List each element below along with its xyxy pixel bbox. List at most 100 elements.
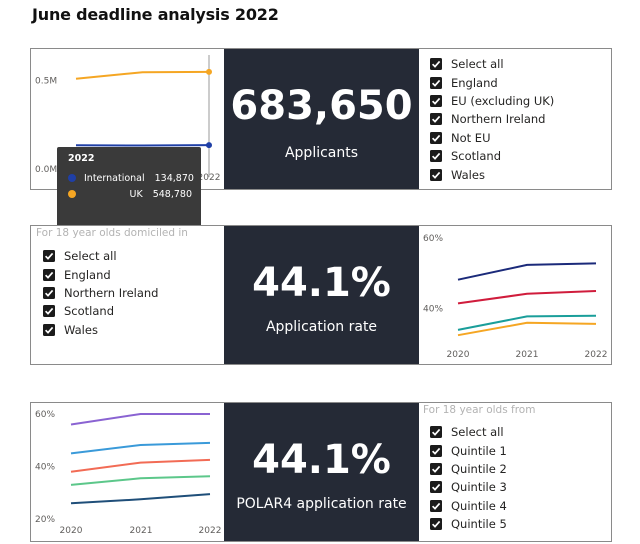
domicile-18-option[interactable]: Northern Ireland [43,284,158,302]
domicile-option[interactable]: EU (excluding UK) [430,92,554,110]
checkbox-checked-icon[interactable] [430,168,442,181]
domicile-hint: For 18 year olds domiciled in [36,227,188,239]
polar4-kpi-value: 44.1% [252,437,391,483]
y-tick-label: 60% [423,234,443,244]
checkbox-checked-icon[interactable] [430,426,442,439]
domicile-option-label: Select all [451,57,504,72]
quintile-option[interactable]: Quintile 4 [430,497,507,515]
chart-tooltip: 2022 International 134,870 UK 548,780 [57,147,201,227]
domicile-option-label: Scotland [451,149,501,164]
domicile-option[interactable]: Scotland [430,147,554,165]
checkbox-checked-icon[interactable] [43,286,55,299]
quintile-hint: For 18 year olds from [423,404,536,416]
x-tick-label: 2021 [130,526,153,536]
domicile-18-filter-list: Select all England Northern Ireland Scotlan… [43,247,158,339]
checkbox-checked-icon[interactable] [43,305,55,318]
checkbox-checked-icon[interactable] [43,250,55,263]
domicile-18-option[interactable]: England [43,265,158,283]
tooltip-series-name: International [84,172,145,184]
applicants-kpi-label: Applicants [284,145,359,161]
page-title: June deadline analysis 2022 [32,5,279,24]
y-tick-label: 0.0M [35,165,57,175]
x-tick-label: 2022 [585,350,608,360]
tooltip-series-value: 134,870 [154,172,194,184]
domicile-18-option-label: Wales [64,322,98,337]
domicile-option[interactable]: Not EU [430,129,554,147]
domicile-18-option[interactable]: Wales [43,321,158,339]
tooltip-series-name: UK [129,188,143,200]
domicile-option[interactable]: Wales [430,165,554,183]
quintile-option-label: Quintile 3 [451,480,507,495]
series-line [75,70,210,80]
checkbox-checked-icon[interactable] [430,76,442,89]
checkbox-checked-icon[interactable] [430,444,442,457]
domicile-option[interactable]: Northern Ireland [430,110,554,128]
domicile-option[interactable]: England [430,73,554,91]
polar4-chart[interactable]: 60% 40% 20% 2020 2021 2022 [31,403,224,541]
quintile-option-label: Quintile 4 [451,498,507,513]
y-tick-label: 40% [423,305,443,315]
quintile-option-label: Quintile 2 [451,461,507,476]
y-tick-label: 40% [35,463,55,473]
x-tick-label: 2022 [198,173,221,183]
domicile-option[interactable]: Select all [430,55,554,73]
checkbox-checked-icon[interactable] [43,268,55,281]
data-point [206,142,212,149]
tooltip-title: 2022 [68,153,95,164]
checkbox-checked-icon[interactable] [430,113,442,126]
checkbox-checked-icon[interactable] [430,481,442,494]
x-tick-label: 2021 [516,350,539,360]
domicile-option-label: England [451,75,498,90]
quintile-option[interactable]: Quintile 5 [430,515,507,533]
domicile-18-option-label: Northern Ireland [64,285,159,300]
series-line [457,321,597,337]
domicile-18-option-label: England [64,267,111,282]
application-rate-kpi-value: 44.1% [252,260,391,306]
series-line [70,458,211,473]
checkbox-checked-icon[interactable] [430,499,442,512]
tooltip-row-international: International 134,870 [68,170,194,186]
quintile-filter-list: Select all Quintile 1 Quintile 2 Quintile 3… [430,423,507,533]
applicants-kpi-card: 683,650 Applicants [224,49,419,189]
checkbox-checked-icon[interactable] [43,323,55,336]
domicile-18-option-label: Select all [64,249,117,264]
x-tick-label: 2022 [199,526,222,536]
series-line [70,441,211,455]
quintile-option-label: Select all [451,425,504,440]
applicants-chart[interactable]: 0.5M 0.0M 2022 [31,49,224,189]
domicile-18-option-label: Scotland [64,304,114,319]
series-line [457,262,597,281]
checkbox-checked-icon[interactable] [430,150,442,163]
series-dot-icon [68,174,76,182]
quintile-option[interactable]: Quintile 2 [430,460,507,478]
application-rate-kpi-card: 44.1% Application rate [224,226,419,364]
domicile-18-option[interactable]: Select all [43,247,158,265]
checkbox-checked-icon[interactable] [430,518,442,531]
data-point [206,68,212,75]
x-tick-label: 2020 [60,526,83,536]
domicile-18-option[interactable]: Scotland [43,302,158,320]
x-tick-label: 2020 [447,350,470,360]
domicile-filter-list: Select all England EU (excluding UK) Northe… [430,55,554,184]
application-rate-chart[interactable]: 60% 40% 2020 2021 2022 [420,226,611,364]
quintile-option-label: Quintile 5 [451,517,507,532]
checkbox-checked-icon[interactable] [430,131,442,144]
tooltip-row-uk: UK 548,780 [68,186,192,202]
y-tick-label: 20% [35,515,55,525]
series-dot-icon [68,190,76,198]
domicile-option-label: Northern Ireland [451,112,546,127]
tooltip-series-value: 548,780 [152,188,192,200]
quintile-option[interactable]: Quintile 1 [430,441,507,459]
checkbox-checked-icon[interactable] [430,462,442,475]
domicile-option-label: EU (excluding UK) [451,93,555,108]
series-line [70,475,211,486]
series-line [70,493,211,505]
application-rate-kpi-label: Application rate [265,319,378,335]
series-line [457,290,597,305]
applicants-kpi-value: 683,650 [230,83,413,129]
quintile-option[interactable]: Select all [430,423,507,441]
polar4-kpi-card: 44.1% POLAR4 application rate [224,403,419,541]
checkbox-checked-icon[interactable] [430,94,442,107]
checkbox-checked-icon[interactable] [430,58,442,71]
quintile-option[interactable]: Quintile 3 [430,478,507,496]
